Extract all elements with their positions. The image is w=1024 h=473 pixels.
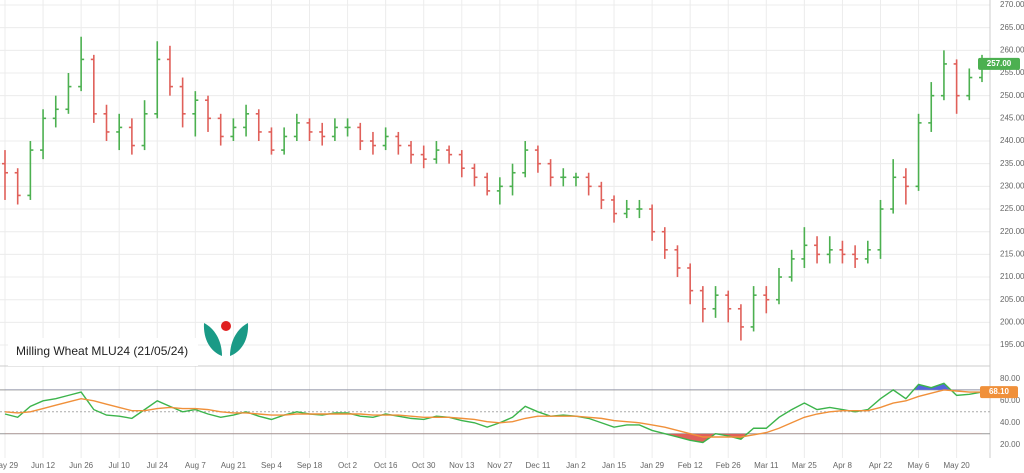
x-tick-label: Mar 11 <box>754 461 779 470</box>
y-tick-label: 210.00 <box>1000 272 1024 281</box>
y-tick-label: 225.00 <box>1000 204 1024 213</box>
x-tick-label: Apr 8 <box>833 461 853 470</box>
x-tick-label: May 6 <box>908 461 930 470</box>
y-tick-label: 270.00 <box>1000 0 1024 9</box>
y-tick-label: 260.00 <box>1000 45 1024 54</box>
x-tick-label: Feb 12 <box>678 461 703 470</box>
x-tick-label: Jul 10 <box>109 461 131 470</box>
y-tick-label: 80.00 <box>1000 374 1021 383</box>
y-tick-label: 200.00 <box>1000 317 1024 326</box>
last-value-box <box>980 386 1018 399</box>
x-tick-label: Mar 25 <box>792 461 817 470</box>
y-tick-label: 265.00 <box>1000 23 1024 32</box>
y-tick-label: 245.00 <box>1000 113 1024 122</box>
last-price-box <box>978 57 1020 70</box>
y-tick-label: 220.00 <box>1000 227 1024 236</box>
x-tick-label: Nov 13 <box>449 461 475 470</box>
x-tick-label: Jan 29 <box>640 461 665 470</box>
y-tick-label: 20.00 <box>1000 440 1021 449</box>
indicator-line <box>4 382 983 444</box>
x-tick-label: Aug 7 <box>185 461 206 470</box>
x-tick-label: Jan 2 <box>566 461 586 470</box>
y-tick-label: 215.00 <box>1000 249 1024 258</box>
x-tick-label: Apr 22 <box>869 461 893 470</box>
x-tick-label: Aug 21 <box>221 461 247 470</box>
y-tick-label: 250.00 <box>1000 91 1024 100</box>
x-tick-label: Oct 2 <box>338 461 358 470</box>
y-tick-label: 195.00 <box>1000 340 1024 349</box>
x-tick-label: Jan 15 <box>602 461 627 470</box>
last-value-label: 68.10 <box>989 387 1010 396</box>
x-tick-label: May 20 <box>944 461 971 470</box>
x-tick-label: May 29 <box>0 461 19 470</box>
x-tick-label: Oct 16 <box>374 461 398 470</box>
x-tick-label: Jun 12 <box>31 461 56 470</box>
x-tick-label: Nov 27 <box>487 461 513 470</box>
legend-title: Milling Wheat MLU24 (21/05/24) <box>16 344 188 358</box>
oversold-fill <box>664 433 748 443</box>
last-price-label: 257.00 <box>987 59 1012 68</box>
x-tick-label: Sep 18 <box>297 461 323 470</box>
legend-box <box>8 338 198 366</box>
x-tick-label: Jul 24 <box>147 461 169 470</box>
y-tick-label: 230.00 <box>1000 181 1024 190</box>
x-tick-label: Sep 4 <box>261 461 282 470</box>
y-tick-label: 240.00 <box>1000 136 1024 145</box>
indicator-line <box>4 389 982 438</box>
y-tick-label: 40.00 <box>1000 418 1021 427</box>
y-tick-label: 255.00 <box>1000 68 1024 77</box>
x-tick-label: Oct 30 <box>412 461 436 470</box>
y-tick-label: 60.00 <box>1000 396 1021 405</box>
y-tick-label: 235.00 <box>1000 159 1024 168</box>
x-tick-label: Feb 26 <box>716 461 741 470</box>
y-tick-label: 205.00 <box>1000 295 1024 304</box>
x-tick-label: Dec 11 <box>526 461 551 470</box>
overbought-fill <box>913 383 951 390</box>
logo <box>203 321 249 356</box>
x-tick-label: Jun 26 <box>69 461 94 470</box>
